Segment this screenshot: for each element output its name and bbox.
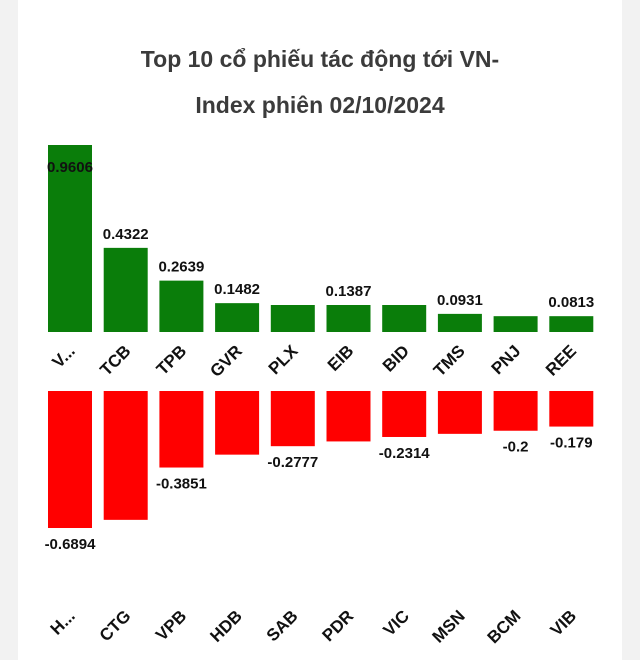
positive-bar-9 [549,316,594,332]
positive-category-label-6: BID [379,341,413,375]
positive-bar-2 [159,280,204,332]
positive-bar-8 [493,316,538,332]
negative-category-label-2: VPB [152,606,190,644]
negative-value-label-0: -0.6894 [45,536,97,553]
positive-bar-6 [382,304,427,332]
positive-category-label-1: TCB [96,341,134,379]
negative-category-label-9: VIB [547,606,580,639]
positive-value-label-1: 0.4322 [103,226,149,243]
negative-category-label-1: CTG [96,606,135,645]
negative-category-label-0: H... [47,606,79,638]
negative-bar-6 [382,391,427,437]
positive-category-label-8: PNJ [488,341,525,378]
positive-value-label-3: 0.1482 [214,281,260,298]
chart-title-line-2: Index phiên 02/10/2024 [195,92,445,118]
positive-category-label-3: GVR [206,341,245,380]
negative-category-label-5: PDR [319,606,358,645]
positive-category-label-5: EIB [324,341,357,374]
positive-value-label-9: 0.0813 [548,294,594,311]
negative-category-label-3: HDB [206,606,245,645]
negative-value-label-2: -0.3851 [156,476,207,493]
positive-value-label-7: 0.0931 [437,292,483,309]
positive-category-label-4: PLX [265,341,302,378]
negative-value-label-9: -0.179 [550,435,593,452]
negative-value-label-6: -0.2314 [379,445,431,462]
positive-bar-7 [437,313,482,332]
negative-bar-3 [215,391,260,455]
negative-bar-5 [326,391,371,442]
positive-bar-5 [326,304,371,332]
negative-bar-1 [103,391,148,520]
negative-category-label-6: VIC [380,606,413,639]
positive-category-label-9: REE [542,341,580,379]
negative-bar-4 [270,391,315,447]
positive-value-label-0: 0.9606 [47,159,93,176]
negative-bar-7 [437,391,482,434]
negative-category-label-8: BCM [484,606,525,647]
negative-bar-2 [159,391,204,468]
negative-category-label-7: MSN [429,606,469,646]
negative-value-label-4: -0.2777 [267,454,318,471]
positive-value-label-2: 0.2639 [158,259,204,276]
positive-category-label-2: TPB [153,341,190,378]
negative-bar-0 [48,391,92,528]
chart-title-line-1: Top 10 cổ phiếu tác động tới VN- [140,46,500,72]
negative-bar-9 [549,391,594,427]
positive-bar-0 [48,145,92,332]
positive-bar-1 [103,247,148,332]
negative-category-label-4: SAB [263,606,302,645]
negative-bar-8 [493,391,538,431]
positive-category-label-0: V... [48,341,78,371]
positive-value-label-5: 0.1387 [326,283,372,300]
negative-value-label-8: -0.2 [503,439,529,456]
positive-bar-3 [215,303,260,332]
positive-category-label-7: TMS [430,341,469,380]
chart-title: Top 10 cổ phiếu tác động tới VN- Index p… [0,36,640,128]
positive-bar-4 [270,304,315,332]
